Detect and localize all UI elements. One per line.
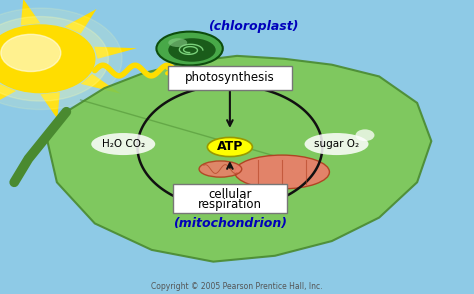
FancyBboxPatch shape <box>168 66 292 90</box>
Polygon shape <box>40 92 60 119</box>
Polygon shape <box>64 9 97 34</box>
Text: (chloroplast): (chloroplast) <box>209 20 299 33</box>
Text: photosynthesis: photosynthesis <box>185 71 275 84</box>
Polygon shape <box>0 84 16 109</box>
Text: sugar O₂: sugar O₂ <box>314 139 359 149</box>
Polygon shape <box>94 47 137 59</box>
Ellipse shape <box>304 133 368 155</box>
Ellipse shape <box>207 138 252 156</box>
Text: cellular: cellular <box>208 188 252 201</box>
Text: (mitochondrion): (mitochondrion) <box>173 217 287 230</box>
Ellipse shape <box>168 38 216 62</box>
Text: H₂O CO₂: H₂O CO₂ <box>102 139 145 149</box>
Circle shape <box>0 8 122 109</box>
Ellipse shape <box>168 38 187 47</box>
Polygon shape <box>21 0 40 26</box>
FancyBboxPatch shape <box>173 184 287 213</box>
Circle shape <box>1 34 61 71</box>
Polygon shape <box>81 74 121 94</box>
Ellipse shape <box>235 155 329 189</box>
Ellipse shape <box>156 32 223 66</box>
Circle shape <box>0 25 95 93</box>
Circle shape <box>0 16 109 101</box>
Text: ATP: ATP <box>217 141 243 153</box>
Ellipse shape <box>91 133 155 155</box>
Polygon shape <box>47 56 431 262</box>
Text: respiration: respiration <box>198 198 262 211</box>
Ellipse shape <box>199 161 242 177</box>
Ellipse shape <box>356 129 374 141</box>
Text: Copyright © 2005 Pearson Prentice Hall, Inc.: Copyright © 2005 Pearson Prentice Hall, … <box>151 282 323 291</box>
